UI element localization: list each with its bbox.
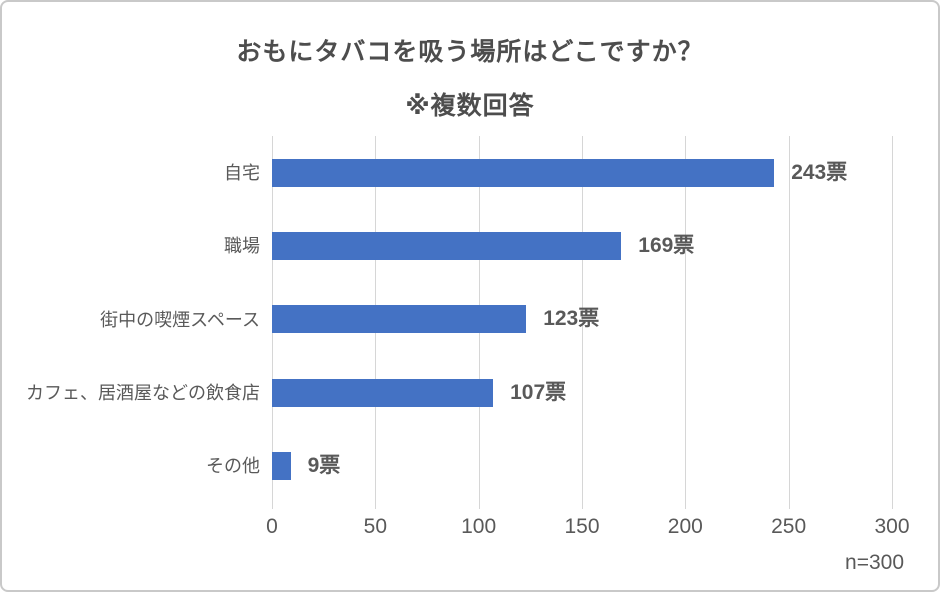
value-label: 9票 (307, 454, 341, 478)
gridline-150 (582, 136, 583, 509)
bar (272, 158, 775, 187)
bar-row: 243票 (272, 136, 892, 209)
gridline-250 (788, 136, 790, 509)
sample-size-note: n=300 (845, 551, 904, 574)
bar (272, 305, 527, 334)
gridline-300 (892, 136, 893, 509)
bar-row: 9票 (272, 430, 892, 503)
plot-area: 243票 169票 123票 107票 9票 (272, 136, 893, 509)
category-label: 職場 (224, 236, 260, 257)
bar-row: 107票 (272, 356, 892, 429)
x-axis-tick-label: 250 (771, 515, 807, 538)
value-label: 107票 (510, 380, 567, 404)
chart-subtitle: ※複数回答 (405, 92, 535, 120)
gridline-200 (685, 136, 687, 509)
x-axis-tick-label: 100 (461, 515, 497, 538)
bar (272, 452, 291, 481)
x-axis-tick-label: 0 (266, 515, 278, 538)
chart-title: おもにタバコを吸う場所はどこですか？ (236, 38, 704, 66)
bar (272, 232, 622, 261)
category-label: その他 (206, 456, 260, 477)
category-label: カフェ、居酒屋などの飲食店 (26, 382, 260, 403)
value-label: 243票 (791, 160, 848, 184)
bar-row: 169票 (272, 209, 892, 282)
x-axis-tick-label: 50 (363, 515, 388, 538)
x-axis-tick-label: 300 (874, 515, 910, 538)
x-axis-tick-label: 200 (667, 515, 703, 538)
category-label: 自宅 (224, 162, 260, 183)
category-label: 街中の喫煙スペース (100, 309, 260, 330)
value-label: 123票 (543, 307, 600, 331)
x-axis-tick-label: 150 (564, 515, 600, 538)
bar (272, 378, 494, 407)
value-label: 169票 (638, 234, 695, 258)
bar-row: 123票 (272, 283, 892, 356)
